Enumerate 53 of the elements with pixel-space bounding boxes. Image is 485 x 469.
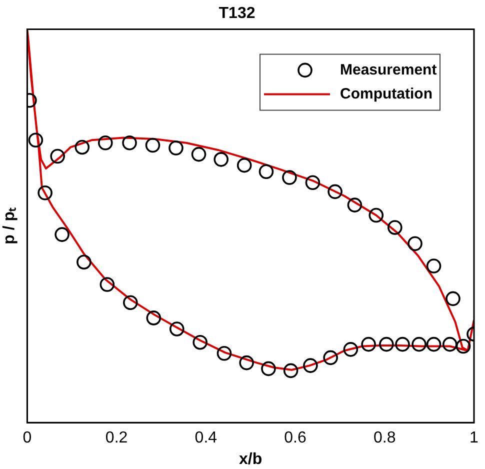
point [368,208,384,223]
y-axis-title: p / pₜ [1,207,18,244]
x-tick-label: 0.8 [374,430,396,447]
point [426,258,442,274]
point [305,175,320,190]
point [388,220,402,235]
point [343,342,358,357]
legend-label: Computation [340,85,432,102]
point [379,336,394,352]
x-tick-label: 0.6 [284,430,306,447]
point [191,146,206,162]
point [347,198,362,212]
point [76,254,92,270]
point [145,138,160,153]
x-tick-label: 0 [22,430,32,447]
x-axis-title: x/b [239,450,262,468]
point [28,132,44,148]
point [323,350,338,366]
point [303,358,318,373]
x-tick-label: 0.2 [105,430,128,447]
point [261,361,276,376]
x-tick-label: 1 [470,430,479,447]
point [258,164,274,180]
point [169,322,184,336]
point [408,236,422,252]
point [283,363,298,378]
point [100,277,115,292]
point [446,291,460,306]
point [282,170,297,185]
chart-title: T132 [218,5,256,22]
point [214,152,229,167]
point [442,336,458,352]
point [74,140,90,155]
point [328,184,342,200]
x-tick-label: 0.4 [194,430,218,447]
point [456,338,471,354]
point [192,334,208,350]
point [122,135,137,150]
point [123,295,138,310]
point [426,336,442,352]
point [98,135,113,150]
point [216,346,232,361]
point [239,355,254,370]
point [168,140,184,156]
point [361,336,376,352]
point [146,310,162,326]
point [412,336,426,352]
legend-label: Measurement [340,61,437,78]
point [38,185,52,200]
point [236,158,252,173]
point [50,148,65,164]
point [395,336,410,352]
point [54,227,70,242]
